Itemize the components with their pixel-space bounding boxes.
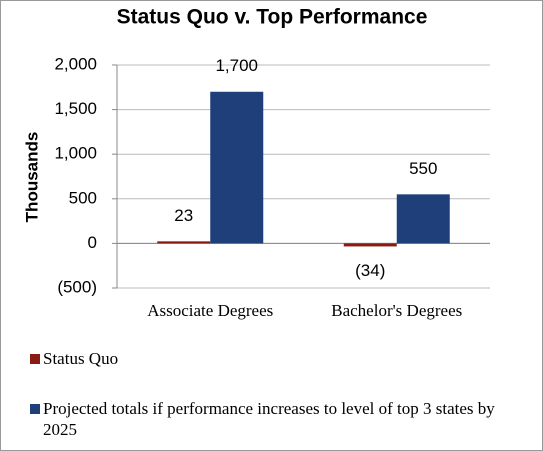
y-tick-label: 1,000 <box>54 144 97 163</box>
bar <box>157 241 211 244</box>
legend-item: Status Quo <box>30 348 520 369</box>
x-tick-label: Associate Degrees <box>147 301 273 320</box>
y-tick-label: 1,500 <box>54 99 97 118</box>
y-tick-label: 0 <box>88 233 97 252</box>
value-label: (34) <box>355 261 385 280</box>
y-tick-label: 2,000 <box>54 54 97 73</box>
legend-label: Projected totals if performance increase… <box>43 399 495 439</box>
bar <box>210 91 264 244</box>
y-tick-label: (500) <box>57 277 97 296</box>
value-label: 23 <box>174 206 193 225</box>
bar <box>396 194 450 244</box>
bar <box>343 243 397 247</box>
value-label: 1,700 <box>215 56 258 75</box>
legend-swatch <box>30 404 40 414</box>
x-tick-label: Bachelor's Degrees <box>331 301 462 320</box>
legend-label: Status Quo <box>43 349 119 368</box>
y-axis-label: Thousands <box>22 132 41 223</box>
y-tick-label: 500 <box>69 188 97 207</box>
chart-title: Status Quo v. Top Performance <box>117 6 428 29</box>
legend-item: Projected totals if performance increase… <box>30 398 520 440</box>
value-label: 550 <box>409 159 437 178</box>
legend-swatch <box>30 354 40 364</box>
